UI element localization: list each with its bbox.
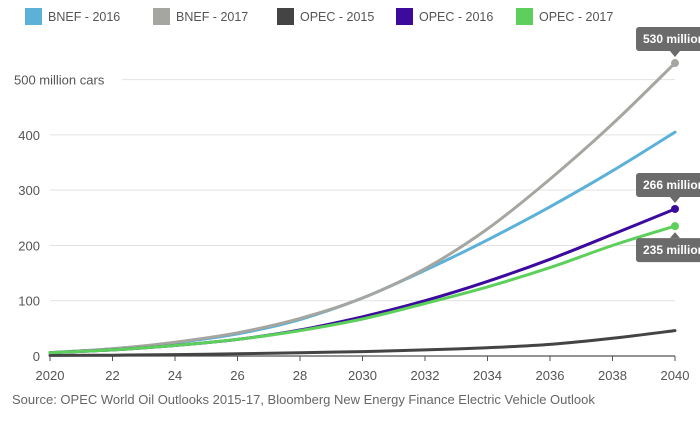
x-axis: 2020 22 24 26 28 2030 2032 2034 2036 2038 2040	[36, 356, 690, 383]
legend-swatch-bnef-2016	[25, 8, 42, 25]
chart-annotations: 530 million 266 million 235 million	[636, 27, 700, 263]
x-tick-label-2028: 28	[293, 368, 307, 383]
legend-swatch-bnef-2017	[153, 8, 170, 25]
series-line-opec-2015	[48, 329, 677, 357]
series-line-opec-2017	[48, 224, 677, 355]
legend-swatch-opec-2015	[277, 8, 294, 25]
series-line-bnef-2017	[48, 61, 677, 355]
annotation-label-235-million: 235 million	[643, 243, 700, 257]
x-tick-label-2034: 2034	[473, 368, 502, 383]
legend-swatch-opec-2017	[516, 8, 533, 25]
legend-label-opec-2015: OPEC - 2015	[300, 10, 374, 24]
x-tick-label-2020: 2020	[36, 368, 65, 383]
x-tick-label-2036: 2036	[536, 368, 565, 383]
x-tick-label-2040: 2040	[661, 368, 690, 383]
annotation-box-266-million	[636, 172, 700, 197]
x-tick-label-2032: 2032	[411, 368, 440, 383]
x-tick-label-2024: 24	[168, 368, 182, 383]
annotation-label-266-million: 266 million	[643, 178, 700, 192]
x-tick-label-2026: 26	[230, 368, 244, 383]
chart-source: Source: OPEC World Oil Outlooks 2015-17,…	[12, 392, 595, 407]
y-tick-label-200: 200	[18, 238, 40, 253]
annotation-pointer-266-million	[670, 196, 680, 203]
legend-label-bnef-2016: BNEF - 2016	[48, 10, 120, 24]
x-tick-label-2038: 2038	[598, 368, 627, 383]
y-axis: 0 100 200 300 400 500 million cars	[14, 73, 105, 364]
legend-label-opec-2016: OPEC - 2016	[419, 10, 493, 24]
annotation-pointer-235-million	[670, 232, 680, 239]
y-unit-label: 500 million cars	[14, 73, 105, 88]
chart-series	[48, 61, 677, 357]
annotation-label-530-million: 530 million	[643, 32, 700, 46]
chart-legend: BNEF - 2016 BNEF - 2017 OPEC - 2015 OPEC - …	[25, 8, 613, 25]
series-line-opec-2016	[48, 207, 677, 355]
series-endpoint-opec-2017	[671, 222, 679, 231]
y-tick-label-400: 400	[18, 128, 40, 143]
source-note: Source: OPEC World Oil Outlooks 2015-17,…	[12, 392, 595, 407]
legend-label-bnef-2017: BNEF - 2017	[176, 10, 248, 24]
series-endpoint-opec-2016	[671, 204, 679, 213]
chart-grid	[50, 79, 675, 357]
annotation-pointer-530-million	[670, 51, 680, 58]
annotation-box-235-million	[636, 238, 700, 263]
annotation-box-530-million	[636, 27, 700, 52]
series-endpoint-bnef-2017	[671, 59, 679, 68]
x-tick-label-2030: 2030	[348, 368, 377, 383]
y-tick-label-100: 100	[18, 294, 40, 309]
legend-swatch-opec-2016	[396, 8, 413, 25]
y-tick-label-0: 0	[33, 349, 40, 364]
legend-label-opec-2017: OPEC - 2017	[539, 10, 613, 24]
x-tick-label-2022: 22	[105, 368, 119, 383]
y-tick-label-300: 300	[18, 183, 40, 198]
